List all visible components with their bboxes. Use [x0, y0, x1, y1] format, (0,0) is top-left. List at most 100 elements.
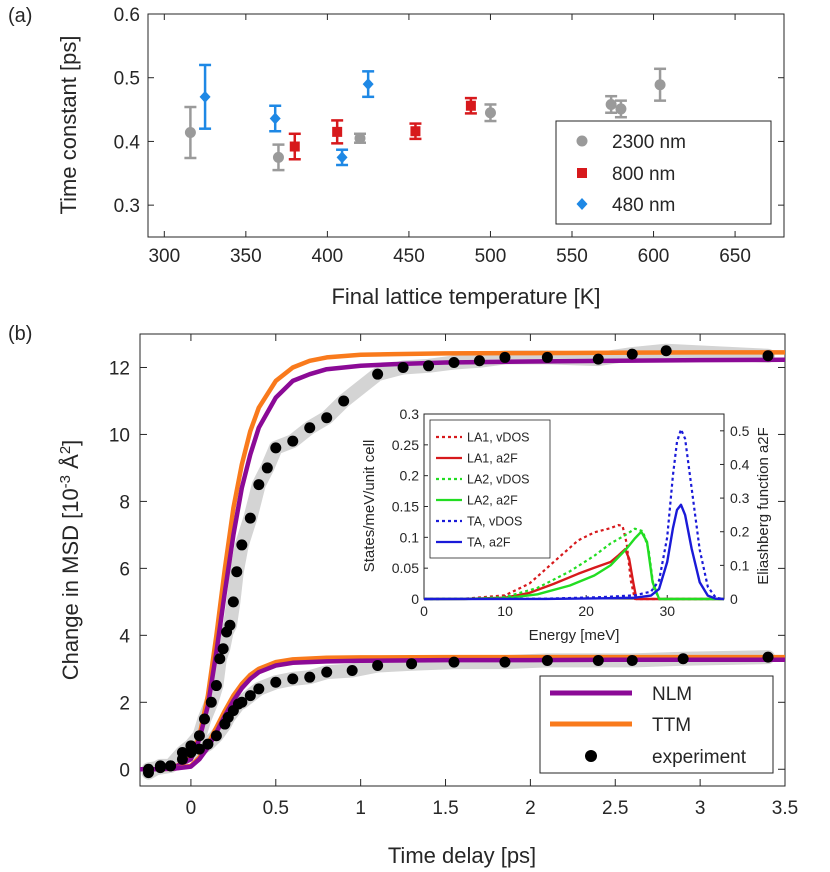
legend-label-2300nm: 2300 nm: [612, 132, 686, 153]
legend-marker-experiment: [585, 750, 597, 762]
legend-label-nlm: NLM: [652, 684, 692, 705]
y-tick-label: 0.4: [114, 132, 141, 153]
y-tick-label: 2: [119, 693, 130, 714]
x-tick-label: 600: [638, 246, 670, 267]
experiment-point: [406, 658, 418, 670]
experiment-point: [214, 653, 226, 665]
experiment-point: [253, 479, 265, 491]
inset-legend: LA1, vDOS LA1, a2F LA2, vDOS LA2, a2F TA, vD…: [429, 419, 551, 559]
data-point-2300nm: [605, 98, 617, 110]
panel-b-xlabel: Time delay [ps]: [388, 843, 536, 868]
data-point-2300nm: [615, 103, 627, 115]
experiment-point: [592, 654, 604, 666]
inset-y-tick-label: 0.1: [400, 529, 420, 545]
experiment-point: [244, 512, 256, 524]
experiment-point: [287, 435, 299, 447]
x-tick-label: 350: [230, 246, 262, 267]
inset-y-tick-label: 0.05: [392, 560, 419, 576]
inset-curve: [423, 503, 725, 601]
experiment-point: [626, 348, 638, 360]
experiment-point: [499, 656, 511, 668]
experiment-point: [199, 713, 210, 725]
inset-x-tick-label: 0: [420, 603, 428, 619]
experiment-point: [473, 355, 485, 367]
experiment-point: [185, 747, 197, 759]
inset-legend-label: LA1, vDOS: [467, 431, 530, 445]
inset-curve: [423, 527, 724, 601]
inset-y-tick-label: 0.3: [400, 406, 420, 422]
inset-legend-label: TA, a2F: [467, 536, 511, 550]
experiment-point: [448, 656, 460, 668]
inset-x-tick-label: 10: [497, 603, 513, 619]
panel-a-label: (a): [8, 5, 32, 27]
panel-a-data: [184, 63, 667, 172]
inset-ylabel-left: States/meV/unit cell: [361, 440, 378, 573]
y-tick-label: 0.5: [114, 69, 140, 90]
experiment-point: [236, 696, 248, 708]
x-tick-label: 1: [355, 798, 366, 819]
experiment-point: [176, 753, 188, 765]
experiment-point: [231, 566, 243, 578]
experiment-point: [244, 690, 256, 702]
data-point-800nm: [289, 141, 300, 152]
experiment-point: [397, 361, 409, 373]
inset-y2-tick-label: 0: [730, 591, 738, 607]
y-tick-label: 10: [109, 425, 130, 446]
experiment-point: [227, 596, 239, 608]
panel-a-ticks: 300 350 400 450 500 550 600 650 0.3 0.4 0.5 0.6: [114, 5, 784, 267]
data-point-2300nm: [484, 107, 496, 119]
inset-y2-tick-label: 0.1: [730, 557, 750, 573]
legend-label-ttm: TTM: [652, 715, 691, 736]
data-point-2300nm: [184, 127, 196, 139]
legend-label-800nm: 800 nm: [612, 164, 675, 185]
x-tick-label: 1.5: [432, 798, 458, 819]
x-tick-label: 2.5: [602, 798, 628, 819]
y-tick-label: 0: [119, 760, 130, 781]
inset-y-tick-label: 0.2: [400, 468, 420, 484]
experiment-point: [253, 683, 265, 695]
experiment-point: [541, 654, 553, 666]
inset-x-tick-label: 30: [659, 603, 675, 619]
inset-curve: [423, 523, 724, 601]
experiment-point: [154, 762, 166, 774]
experiment-point: [142, 763, 154, 775]
experiment-point: [210, 730, 222, 742]
data-point-2300nm: [354, 132, 366, 144]
y-tick-label: 0.3: [114, 196, 140, 217]
experiment-point: [210, 680, 222, 692]
panel-b-data: [140, 343, 786, 780]
panel-a-ylabel: Time constant [ps]: [56, 36, 81, 215]
x-tick-label: 400: [312, 246, 344, 267]
experiment-point: [287, 673, 299, 685]
experiment-point: [304, 671, 316, 683]
experiment-point: [165, 760, 177, 772]
experiment-point: [372, 368, 384, 380]
inset: 0 10 20 30 0 0.05 0.1 0.15 0.2 0.25 0.3 0 0.1 0.2 0.3 0…: [361, 406, 772, 644]
data-point-800nm: [410, 126, 421, 137]
experiment-point: [592, 353, 604, 365]
experiment-point: [448, 356, 460, 368]
experiment-point: [372, 659, 384, 671]
inset-y-tick-label: 0: [411, 591, 419, 607]
inset-curve: [423, 428, 725, 601]
inset-y2-tick-label: 0.4: [730, 456, 750, 472]
experiment-point: [217, 643, 229, 655]
data-point-480nm: [362, 78, 374, 91]
inset-y2-tick-label: 0.2: [730, 524, 750, 540]
data-point-2300nm: [654, 79, 666, 91]
inset-ylabel-right: Eliashberg function a2F: [755, 427, 772, 585]
experiment-point: [202, 738, 214, 750]
experiment-point: [346, 664, 358, 676]
y-tick-label: 8: [119, 492, 130, 513]
inset-curve: [423, 530, 724, 601]
experiment-point: [261, 462, 273, 474]
inset-legend-label: TA, vDOS: [467, 515, 522, 529]
experiment-point: [270, 676, 282, 688]
x-tick-label: 0.5: [263, 798, 289, 819]
experiment-point: [321, 666, 333, 678]
experiment-point: [338, 395, 350, 407]
experiment-point: [193, 730, 205, 742]
inset-data: [423, 428, 725, 601]
experiment-point: [193, 743, 205, 755]
x-tick-label: 0: [186, 798, 197, 819]
